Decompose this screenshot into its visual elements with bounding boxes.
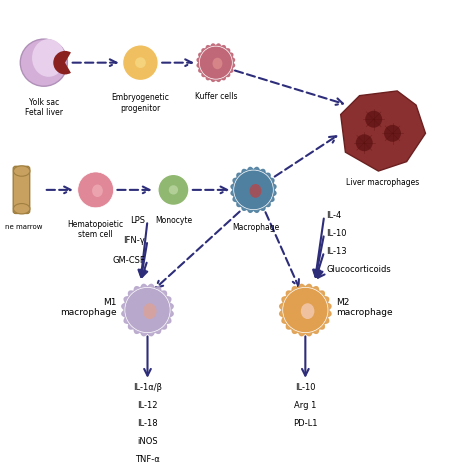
Text: Liver macrophages: Liver macrophages: [346, 178, 419, 187]
Circle shape: [384, 125, 401, 142]
Text: IL-4: IL-4: [327, 211, 342, 220]
Polygon shape: [280, 284, 331, 336]
Polygon shape: [341, 91, 426, 171]
Ellipse shape: [20, 39, 67, 86]
Text: Embryogenetic
progenitor: Embryogenetic progenitor: [111, 93, 169, 113]
Text: Monocyte: Monocyte: [155, 216, 192, 225]
Ellipse shape: [249, 184, 262, 198]
Circle shape: [125, 287, 170, 333]
Text: IL-13: IL-13: [327, 247, 347, 256]
Text: LPS: LPS: [130, 216, 145, 225]
Text: PD-L1: PD-L1: [293, 419, 318, 428]
Text: GM-CSF: GM-CSF: [112, 255, 145, 264]
Polygon shape: [231, 167, 276, 212]
Ellipse shape: [92, 184, 103, 197]
Text: Yolk sac
Fetal liver: Yolk sac Fetal liver: [25, 98, 63, 118]
Circle shape: [234, 170, 273, 210]
Text: Kuffer cells: Kuffer cells: [194, 92, 237, 101]
Circle shape: [158, 174, 189, 205]
Ellipse shape: [135, 57, 146, 68]
Ellipse shape: [143, 303, 156, 319]
Text: IL-18: IL-18: [137, 419, 158, 428]
Ellipse shape: [32, 39, 65, 77]
Wedge shape: [53, 51, 71, 74]
Ellipse shape: [212, 58, 222, 69]
Text: Arg 1: Arg 1: [294, 401, 317, 410]
Polygon shape: [197, 44, 235, 82]
Text: Macrophage: Macrophage: [232, 223, 280, 232]
Text: Hematopoietic
stem cell: Hematopoietic stem cell: [68, 219, 124, 239]
Text: IL-12: IL-12: [137, 401, 158, 410]
Circle shape: [356, 134, 373, 151]
Ellipse shape: [169, 185, 178, 194]
Text: TNF-α: TNF-α: [135, 455, 160, 464]
Text: iNOS: iNOS: [137, 437, 158, 446]
Text: M2
macrophage: M2 macrophage: [336, 298, 392, 318]
FancyBboxPatch shape: [13, 166, 30, 213]
Text: IL-10: IL-10: [295, 383, 316, 392]
Text: IL-1α/β: IL-1α/β: [133, 383, 162, 392]
Polygon shape: [122, 284, 173, 336]
Circle shape: [78, 172, 114, 208]
Text: ne marrow: ne marrow: [5, 224, 43, 230]
Ellipse shape: [13, 203, 30, 214]
Text: IL-10: IL-10: [327, 229, 347, 238]
Text: Glucocorticoids: Glucocorticoids: [327, 265, 392, 274]
Circle shape: [122, 45, 158, 81]
Circle shape: [200, 46, 232, 79]
Circle shape: [365, 111, 382, 128]
Text: IFN-γ: IFN-γ: [123, 236, 145, 245]
Text: M1
macrophage: M1 macrophage: [60, 298, 117, 318]
Ellipse shape: [301, 303, 314, 319]
Ellipse shape: [13, 166, 30, 176]
Circle shape: [283, 287, 328, 333]
